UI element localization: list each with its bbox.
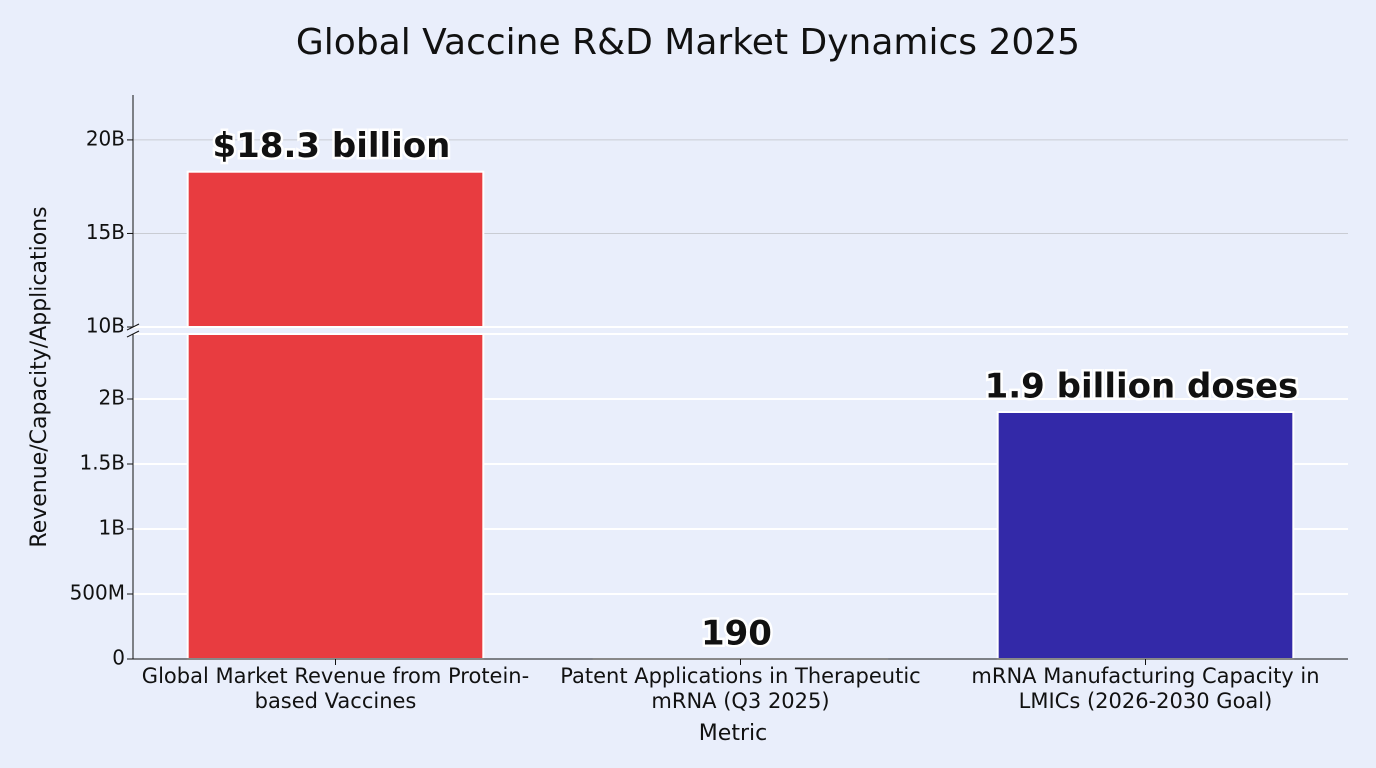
- x-axis-label: Metric: [699, 721, 767, 746]
- y-tick-label: 15B: [86, 220, 125, 244]
- bar: [996, 411, 1295, 660]
- y-tick-label: 20B: [86, 126, 125, 150]
- value-label: 1.9 billion doses: [985, 367, 1299, 407]
- bar: [186, 170, 485, 660]
- y-tick-label: 1.5B: [79, 451, 125, 475]
- value-label: 190: [701, 614, 772, 654]
- y-tick-label: 0: [112, 646, 125, 670]
- x-tick-label: Patent Applications in Therapeutic mRNA …: [560, 664, 921, 713]
- y-tick-label: 1B: [99, 516, 125, 540]
- y-tick-label: 500M: [70, 581, 125, 605]
- y-tick-label: 10B: [86, 314, 125, 338]
- chart-title: Global Vaccine R&D Market Dynamics 2025: [296, 22, 1080, 63]
- x-tick-label: mRNA Manufacturing Capacity in LMICs (20…: [971, 664, 1320, 713]
- y-axis-label: Revenue/Capacity/Applications: [27, 206, 52, 547]
- value-label: $18.3 billion: [212, 126, 450, 166]
- x-tick-label: Global Market Revenue from Protein-based…: [141, 664, 530, 713]
- y-tick-label: 2B: [99, 386, 125, 410]
- axis-break: [123, 328, 1348, 333]
